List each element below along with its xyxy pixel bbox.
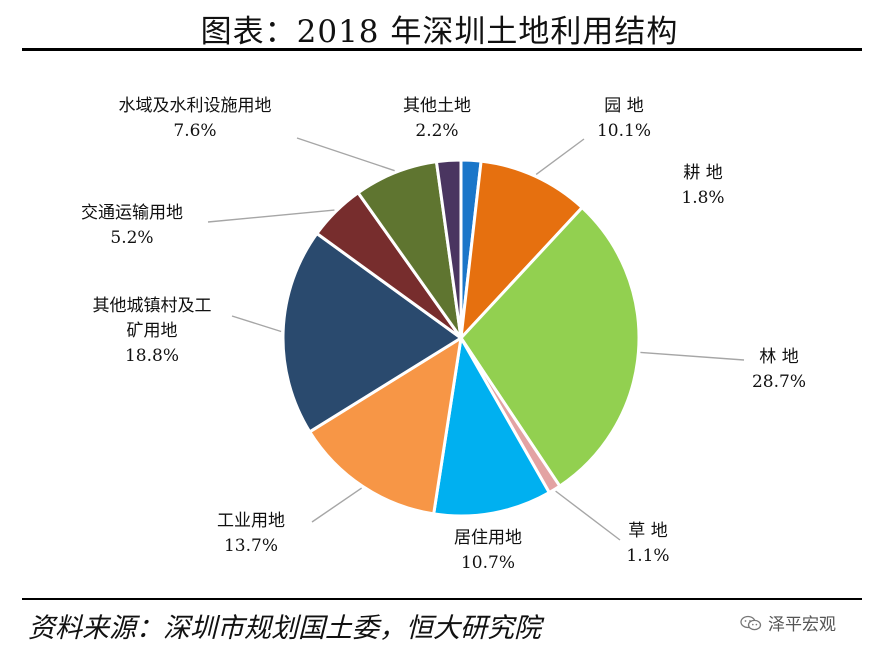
slice-label-1: 园 地 10.1% — [597, 96, 651, 141]
slice-value-2: 28.7% — [752, 372, 806, 392]
leader-line-5 — [311, 487, 363, 523]
slice-name-5: 工业用地 — [217, 511, 285, 531]
slice-name-9: 其他土地 — [403, 96, 471, 116]
slice-label-4: 居住用地 10.7% — [454, 528, 522, 573]
wechat-icon — [740, 615, 762, 630]
pie-slices — [281, 158, 641, 518]
leader-line-6 — [231, 315, 282, 333]
slice-label-7: 交通运输用地 5.2% — [81, 203, 183, 248]
slice-value-6: 18.8% — [125, 346, 179, 366]
slice-name-6: 其他城镇村及工 — [93, 296, 212, 316]
slice-value-3: 1.1% — [626, 546, 669, 566]
slice-label-2: 林 地 28.7% — [752, 347, 806, 392]
pie-slice-6 — [281, 232, 463, 434]
pie-slice-5 — [308, 336, 463, 516]
slice-name-8: 水域及水利设施用地 — [119, 96, 272, 116]
top-divider — [22, 48, 862, 51]
slice-name-4: 居住用地 — [454, 528, 522, 548]
slice-label-6: 其他城镇村及工矿用地 18.8% — [93, 296, 212, 366]
slice-name-6: 矿用地 — [127, 321, 178, 341]
slice-label-0: 耕 地 1.8% — [681, 163, 724, 208]
slice-value-8: 7.6% — [173, 121, 216, 141]
slice-value-1: 10.1% — [597, 121, 651, 141]
leader-line-7 — [207, 209, 335, 223]
slice-label-3: 草 地 1.1% — [626, 521, 669, 566]
leader-line-3 — [555, 490, 621, 541]
leader-line-2 — [640, 351, 745, 361]
slice-value-7: 5.2% — [110, 228, 153, 248]
slice-value-9: 2.2% — [415, 121, 458, 141]
slice-value-4: 10.7% — [461, 553, 515, 573]
slice-label-5: 工业用地 13.7% — [217, 511, 285, 556]
pie-slice-4 — [432, 336, 551, 518]
slice-label-9: 其他土地 2.2% — [403, 96, 471, 141]
leader-line-8 — [296, 137, 395, 172]
watermark-text: 泽平宏观 — [768, 615, 836, 635]
pie-slice-9 — [434, 158, 463, 340]
leader-lines — [207, 137, 745, 541]
watermark: 泽平宏观 — [740, 610, 836, 635]
slice-label-8: 水域及水利设施用地 7.6% — [119, 96, 272, 141]
pie-chart: 耕 地 1.8% 园 地 10.1% 林 地 28.7% 草 地 1.1% 居住用地 10.7% 工… — [81, 96, 806, 573]
slice-name-0: 耕 地 — [683, 163, 722, 183]
slice-value-5: 13.7% — [224, 536, 278, 556]
slice-name-1: 园 地 — [604, 96, 643, 116]
leader-line-1 — [535, 138, 585, 176]
slice-name-2: 林 地 — [759, 347, 798, 367]
pie-slice-1 — [459, 159, 584, 340]
slice-name-3: 草 地 — [628, 521, 667, 541]
slice-name-7: 交通运输用地 — [81, 203, 183, 223]
bottom-divider — [22, 598, 862, 600]
chart-title: 图表：2018 年深圳土地利用结构 — [200, 14, 679, 50]
source-note: 资料来源：深圳市规划国土委，恒大研究院 — [28, 613, 541, 644]
slice-value-0: 1.8% — [681, 188, 724, 208]
pie-slice-2 — [459, 206, 641, 488]
slice-labels: 耕 地 1.8% 园 地 10.1% 林 地 28.7% 草 地 1.1% 居住用地 10.7% 工… — [81, 96, 806, 573]
